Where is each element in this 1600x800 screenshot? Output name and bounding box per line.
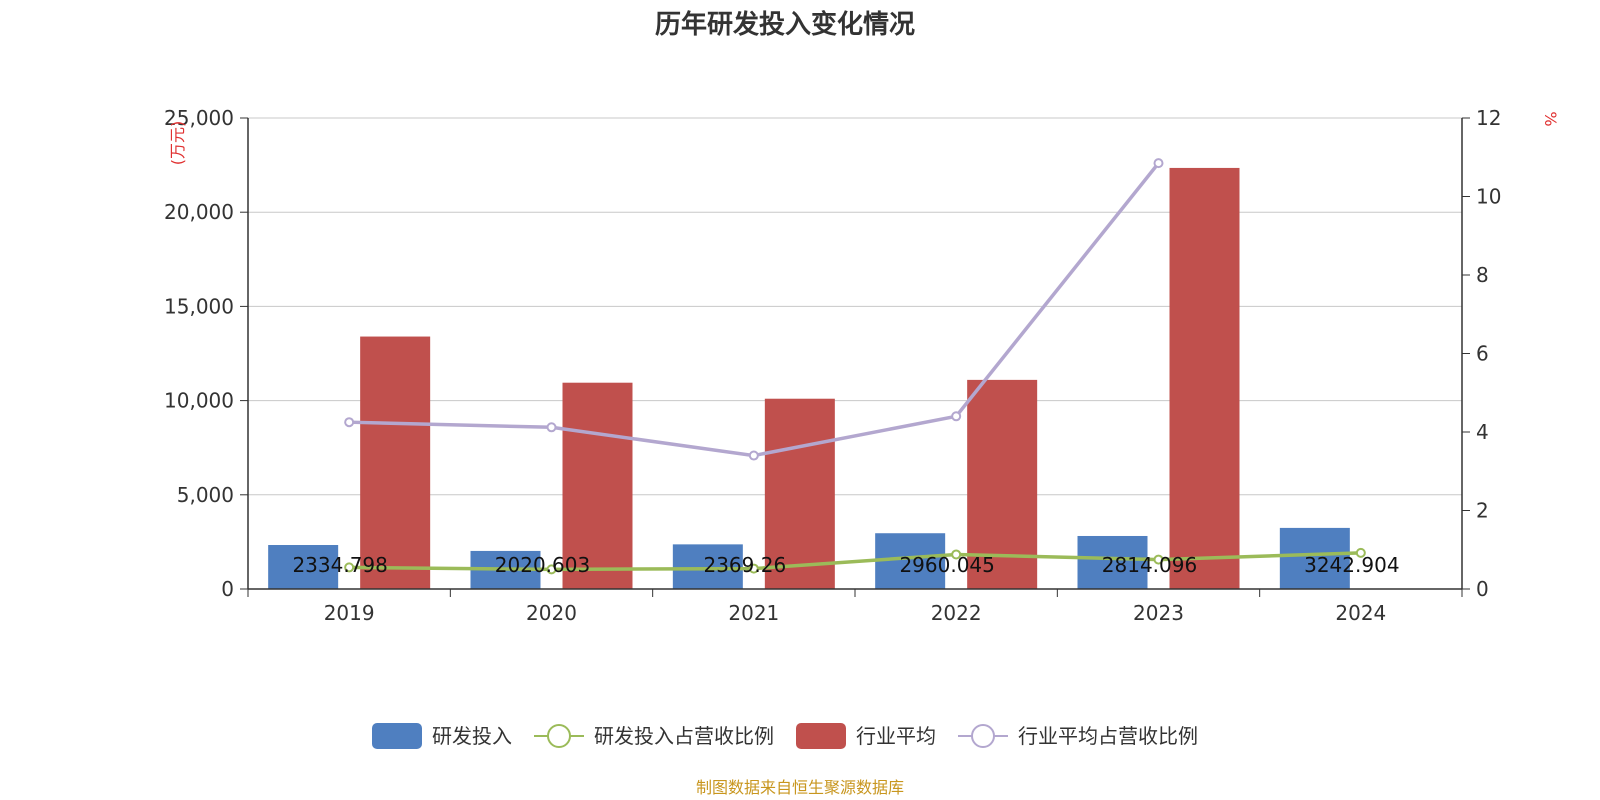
legend-item[interactable]: 研发投入 (372, 723, 512, 749)
legend-item[interactable]: 行业平均 (796, 723, 936, 749)
legend[interactable]: 研发投入 研发投入占营收比例 行业平均 行业平均占营收比例 (372, 723, 1198, 749)
legend-label: 研发投入占营收比例 (594, 724, 774, 748)
x-tick-label: 2022 (931, 601, 982, 625)
bar-value-label: 2020.603 (495, 553, 590, 577)
bar-rd (875, 533, 946, 589)
bar-rd (1279, 527, 1350, 589)
x-tick-label: 2024 (1335, 601, 1386, 625)
bar-value-label: 2334.798 (292, 553, 387, 577)
x-tick-label: 2020 (526, 601, 577, 625)
legend-swatch (796, 723, 846, 749)
y-right-unit: % (1541, 111, 1560, 126)
bar-value-label: 2960.045 (899, 553, 994, 577)
x-tick-label: 2019 (324, 601, 375, 625)
y-left-tick-label: 5,000 (177, 483, 234, 507)
legend-label: 行业平均占营收比例 (1018, 724, 1198, 748)
line-point (344, 417, 355, 428)
bar-industry (562, 382, 633, 589)
chart-title: 历年研发投入变化情况 (655, 9, 915, 40)
line-point (1355, 547, 1366, 558)
bar-industry (1169, 167, 1240, 589)
line-point (1153, 158, 1164, 169)
line-point (951, 411, 962, 422)
bar-value-label: 3242.904 (1304, 553, 1399, 577)
y-right-tick-label: 6 (1476, 342, 1489, 366)
line-point (748, 563, 759, 574)
legend-item[interactable]: 行业平均占营收比例 (958, 724, 1198, 748)
axes: 0 5,000 10,000 15,000 20,000 25,000 0 2 4 6 8 10 12 2… (164, 106, 1560, 625)
x-tick-label: 2023 (1133, 601, 1184, 625)
y-right-tick-label: 10 (1476, 185, 1501, 209)
source-note: 制图数据来自恒生聚源数据库 (696, 778, 904, 797)
y-left-tick-label: 10,000 (164, 389, 234, 413)
line-point (546, 564, 557, 575)
bar-rd (672, 544, 743, 589)
legend-label: 研发投入 (432, 724, 512, 748)
grid-lines (248, 117, 1462, 496)
y-left-unit: (万元) (168, 121, 187, 166)
line-point (748, 450, 759, 461)
bar-industry (764, 398, 835, 589)
bar-rd (1077, 535, 1148, 589)
legend-marker (971, 724, 995, 748)
line-point (951, 549, 962, 560)
bar-value-label: 2369.26 (703, 553, 786, 577)
line-point (546, 422, 557, 433)
lines (344, 158, 1366, 575)
y-right-tick-label: 12 (1476, 106, 1501, 130)
x-tick-label: 2021 (728, 601, 779, 625)
y-left-tick-label: 15,000 (164, 294, 234, 318)
bar-rd (268, 545, 339, 589)
y-left-tick-label: 20,000 (164, 200, 234, 224)
legend-item[interactable]: 研发投入占营收比例 (534, 724, 774, 748)
legend-marker (547, 724, 571, 748)
line-point (344, 562, 355, 573)
legend-label: 行业平均 (856, 724, 936, 748)
y-left-tick-label: 25,000 (164, 106, 234, 130)
y-right-tick-label: 8 (1476, 263, 1489, 287)
line-point (1153, 554, 1164, 565)
legend-swatch (372, 723, 422, 749)
line-rd-ratio (349, 551, 1361, 572)
y-left-tick-label: 0 (221, 577, 234, 601)
bars (268, 167, 1350, 589)
bar-industry (360, 336, 431, 589)
bar-value-label: 2814.096 (1102, 553, 1197, 577)
y-right-tick-label: 2 (1476, 499, 1489, 523)
data-labels: 2334.798 2020.603 2369.26 2960.045 2814.096 3… (292, 553, 1399, 577)
y-right-tick-label: 4 (1476, 420, 1489, 444)
y-right-tick-label: 0 (1476, 577, 1489, 601)
